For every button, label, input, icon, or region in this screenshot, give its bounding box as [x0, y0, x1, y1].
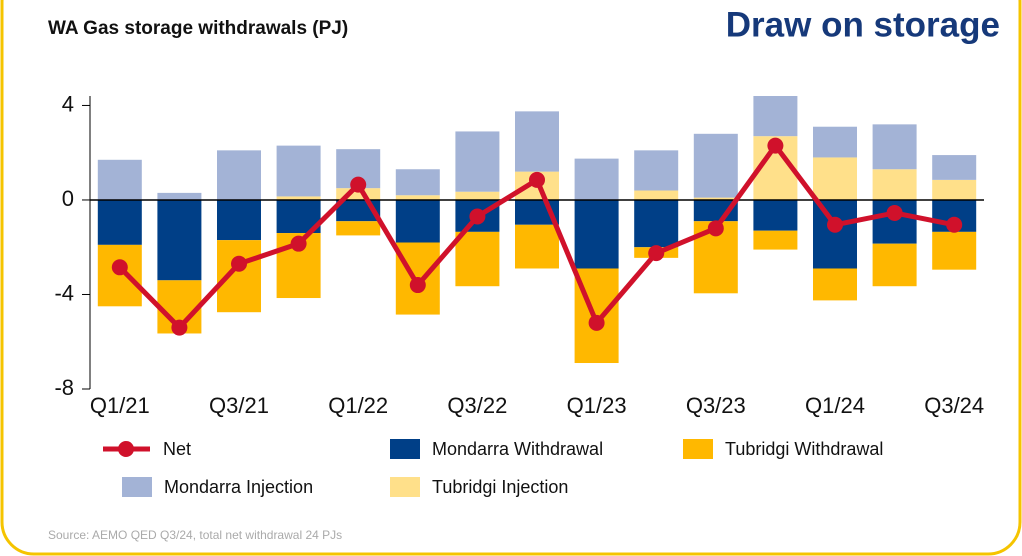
bar-segment	[753, 230, 798, 250]
net-marker	[171, 319, 188, 336]
bar-segment	[157, 192, 202, 200]
legend-label: Net	[163, 439, 191, 459]
bar-segment	[813, 126, 857, 158]
bar-segment	[97, 159, 142, 200]
bar-segment	[574, 158, 619, 200]
x-tick-label: Q1/21	[90, 393, 150, 418]
net-marker	[648, 245, 665, 262]
net-marker	[231, 255, 247, 272]
y-tick-label: -8	[54, 375, 74, 400]
net-marker	[886, 204, 903, 221]
bar-segment	[157, 199, 202, 281]
net-marker	[827, 216, 843, 233]
net-marker	[350, 176, 367, 193]
headline: Draw on storage	[726, 5, 1000, 44]
bar-segment	[932, 179, 977, 200]
source: Source: AEMO QED Q3/24, total net withdr…	[48, 528, 342, 542]
bar-segment	[813, 199, 857, 269]
bar-segment	[634, 199, 679, 248]
legend-label: Tubridgi Withdrawal	[725, 439, 883, 459]
legend-swatch	[390, 477, 420, 497]
legend-swatch	[122, 477, 152, 497]
bar-segment	[97, 244, 142, 307]
bar-segment	[932, 231, 977, 270]
x-tick-label: Q3/23	[686, 393, 746, 418]
net-marker	[946, 216, 963, 233]
y-tick-label: -4	[54, 280, 74, 305]
legend-label: Mondarra Withdrawal	[432, 439, 603, 459]
bar-segment	[515, 224, 559, 269]
x-tick-label: Q3/24	[924, 393, 984, 418]
legend-swatch	[683, 439, 713, 459]
bar-segment	[336, 221, 381, 236]
net-marker	[529, 171, 545, 188]
bar-segment	[395, 169, 440, 196]
x-tick-label: Q3/21	[209, 393, 269, 418]
bar-segment	[455, 131, 500, 192]
bar-segment	[872, 243, 917, 287]
legend-swatch	[390, 439, 420, 459]
y-tick-label: 0	[62, 186, 74, 211]
net-marker	[588, 314, 605, 331]
net-marker	[111, 259, 128, 276]
x-tick-label: Q3/22	[447, 393, 507, 418]
bar-segment	[217, 240, 261, 313]
bar-segment	[753, 96, 798, 137]
chart-title: WA Gas storage withdrawals (PJ)	[48, 18, 348, 39]
bar-segment	[455, 191, 500, 200]
x-tick-label: Q1/24	[805, 393, 865, 418]
x-tick-label: Q1/23	[567, 393, 627, 418]
bar-segment	[634, 150, 679, 191]
bar-segment	[217, 199, 261, 241]
y-tick-label: 4	[62, 91, 74, 116]
bar-segment	[395, 199, 440, 243]
x-tick-label: Q1/22	[328, 393, 388, 418]
bar-segment	[872, 169, 917, 200]
legend-marker	[118, 441, 134, 457]
net-marker	[409, 277, 426, 294]
bar-segment	[515, 111, 559, 172]
bar-segment	[693, 133, 738, 198]
bar-segment	[395, 195, 440, 200]
bar-segment	[693, 197, 738, 200]
bar-segment	[336, 188, 381, 200]
bar-segment	[753, 199, 798, 231]
net-marker	[707, 220, 724, 237]
legend-label: Tubridgi Injection	[432, 477, 568, 497]
bar-segment	[217, 150, 261, 200]
legend-label: Mondarra Injection	[164, 477, 313, 497]
bar-segment	[97, 199, 142, 245]
bar-segment	[276, 145, 321, 197]
bar-segment	[813, 268, 857, 301]
bar-segment	[574, 199, 619, 269]
bar-segment	[813, 157, 857, 200]
bar-segment	[455, 231, 500, 287]
bar-segment	[932, 155, 977, 180]
net-marker	[767, 137, 784, 154]
bar-segment	[276, 196, 321, 200]
bar-segment	[634, 190, 679, 200]
net-marker	[469, 208, 486, 225]
net-marker	[290, 235, 307, 252]
bar-segment	[872, 124, 917, 170]
